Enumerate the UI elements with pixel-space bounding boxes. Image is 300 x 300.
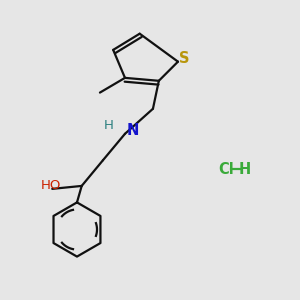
Text: Cl: Cl: [219, 162, 234, 177]
Text: HO: HO: [40, 178, 61, 191]
Text: H: H: [104, 119, 114, 132]
Text: N: N: [127, 123, 140, 138]
Text: H: H: [239, 162, 251, 177]
Text: S: S: [179, 51, 190, 66]
